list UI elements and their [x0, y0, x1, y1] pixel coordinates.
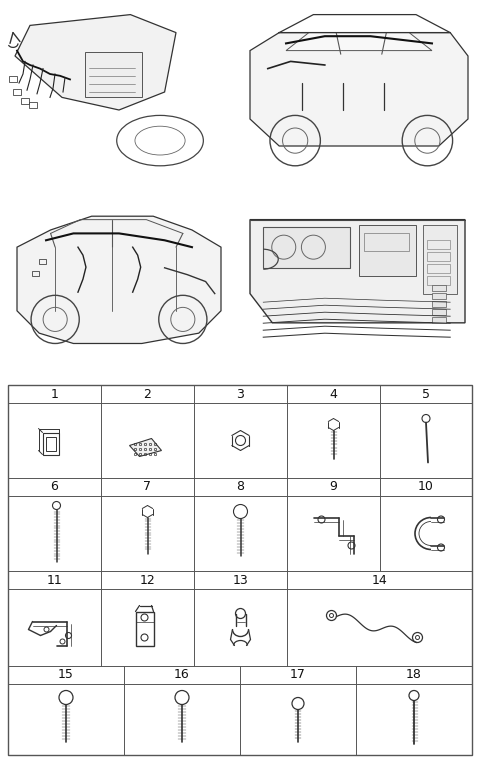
Bar — [432, 293, 446, 299]
Bar — [85, 53, 142, 98]
Text: 4: 4 — [330, 388, 337, 401]
Bar — [21, 98, 29, 104]
Polygon shape — [130, 439, 161, 456]
Text: 16: 16 — [174, 668, 190, 681]
Text: 3: 3 — [237, 388, 244, 401]
Text: 6: 6 — [50, 481, 59, 494]
Bar — [427, 276, 450, 285]
Polygon shape — [250, 220, 465, 323]
Text: 7: 7 — [144, 481, 152, 494]
Polygon shape — [15, 14, 176, 110]
Bar — [359, 225, 416, 276]
Bar — [135, 611, 154, 645]
Bar — [39, 259, 46, 264]
Text: 12: 12 — [140, 574, 156, 587]
Bar — [13, 89, 21, 95]
Bar — [43, 433, 59, 455]
Bar — [32, 272, 39, 276]
Text: 5: 5 — [422, 388, 430, 401]
Polygon shape — [250, 33, 468, 146]
Text: 2: 2 — [144, 388, 151, 401]
Bar — [263, 227, 350, 268]
Text: 15: 15 — [58, 668, 74, 681]
Polygon shape — [286, 33, 432, 50]
Text: 9: 9 — [330, 481, 337, 494]
Bar — [432, 285, 446, 291]
Text: 11: 11 — [47, 574, 62, 587]
Text: 18: 18 — [406, 668, 422, 681]
Bar — [432, 317, 446, 323]
Bar — [9, 76, 17, 82]
Bar — [427, 240, 450, 249]
Bar — [427, 264, 450, 273]
Text: 17: 17 — [290, 668, 306, 681]
Bar — [363, 233, 409, 250]
Bar — [423, 225, 457, 294]
Polygon shape — [17, 216, 221, 343]
Bar — [46, 436, 56, 450]
Bar — [432, 309, 446, 315]
Bar — [8, 385, 472, 755]
Bar — [29, 101, 37, 108]
Text: 13: 13 — [233, 574, 248, 587]
Text: 10: 10 — [418, 481, 434, 494]
Text: 8: 8 — [237, 481, 244, 494]
Bar — [432, 301, 446, 307]
Bar — [427, 253, 450, 261]
Text: 1: 1 — [50, 388, 59, 401]
Text: 14: 14 — [372, 574, 387, 587]
